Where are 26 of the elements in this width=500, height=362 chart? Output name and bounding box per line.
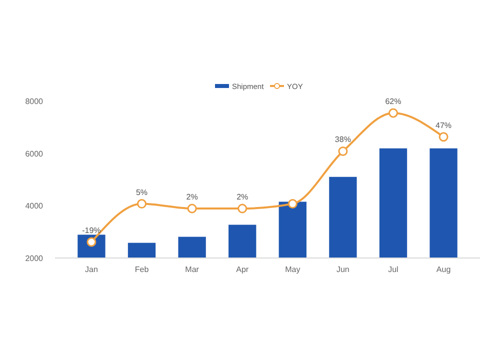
x-tick-label: Feb <box>134 265 150 274</box>
point <box>238 204 248 214</box>
point <box>338 146 348 156</box>
point <box>137 199 147 209</box>
x-tick-label: Mar <box>185 265 200 274</box>
point <box>187 204 197 214</box>
x-tick-label: Apr <box>236 265 249 274</box>
data-label: 47% <box>436 120 452 130</box>
data-label: 62% <box>385 97 402 106</box>
x-tick-label: May <box>285 265 300 274</box>
y-tick-label: 2000 <box>25 254 44 263</box>
data-label: 2% <box>186 192 198 202</box>
x-tick-label: Jun <box>336 265 350 274</box>
x-tick-label: Jul <box>388 265 399 274</box>
x-tick-label: Aug <box>436 265 451 274</box>
data-label: -19% <box>82 226 101 235</box>
point <box>388 108 398 118</box>
data-label: 5% <box>136 188 148 197</box>
x-tick-label: Jan <box>85 265 98 274</box>
y-tick-label: 6000 <box>25 149 44 158</box>
point <box>288 199 298 209</box>
data-label: 2% <box>236 192 248 202</box>
y-tick-label: 8000 <box>25 97 44 106</box>
y-tick-label: 4000 <box>25 202 44 211</box>
point <box>438 132 448 142</box>
data-label: 38% <box>334 135 351 144</box>
